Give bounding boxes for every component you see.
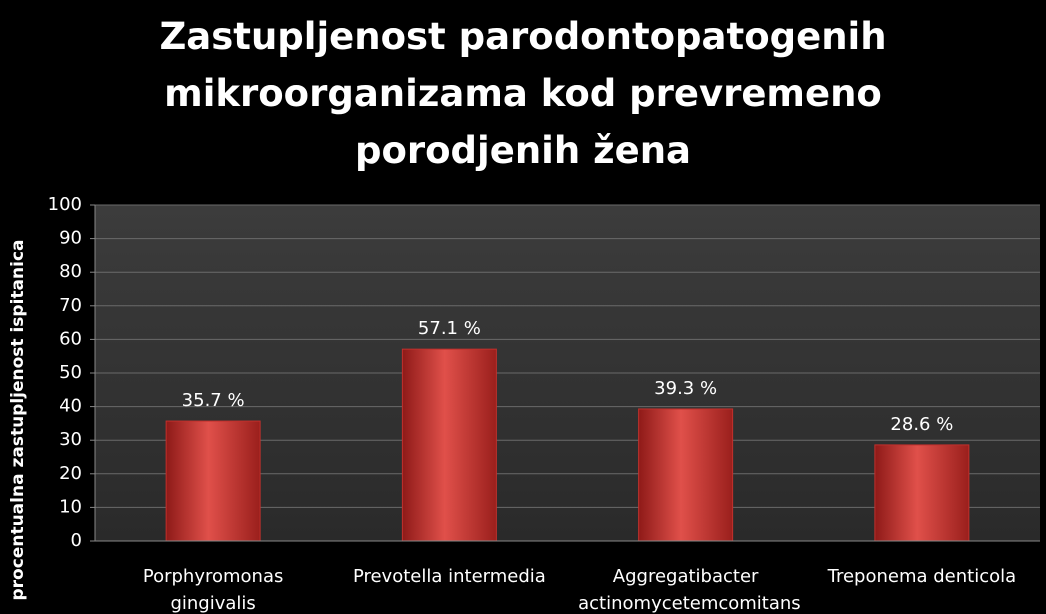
chart-title: Zastupljenost parodontopatogenih mikroor… [159,15,887,172]
y-tick-label: 0 [71,530,82,551]
value-label: 35.7 % [182,390,245,411]
y-tick-label: 90 [59,228,82,249]
value-label: 57.1 % [418,318,481,339]
bar [638,408,734,542]
y-tick-label: 30 [59,429,82,450]
bar [165,420,261,542]
value-label: 28.6 % [890,414,953,435]
value-label: 39.3 % [654,378,717,399]
y-tick-label: 20 [59,463,82,484]
y-tick-label: 70 [59,295,82,316]
x-tick-label: Prevotella intermedia [352,566,546,587]
y-axis-label: procentualna zastupljenost ispitanica [8,240,28,601]
x-tick-label: Porphyromonas gingivalis [142,566,284,614]
y-tick-label: 80 [59,261,82,282]
y-tick-label: 50 [59,362,82,383]
x-tick-label: Treponema denticola [827,566,1017,587]
bar [401,348,497,542]
chart-title-box: Zastupljenost parodontopatogenih mikroor… [0,8,1046,179]
y-tick-label: 100 [48,194,82,215]
x-tick-label: Aggregatibacter actinomycetemcomitans [578,566,801,614]
y-tick-label: 40 [59,396,82,417]
y-tick-label: 60 [59,328,82,349]
y-tick-label: 10 [59,496,82,517]
bar [874,444,970,542]
